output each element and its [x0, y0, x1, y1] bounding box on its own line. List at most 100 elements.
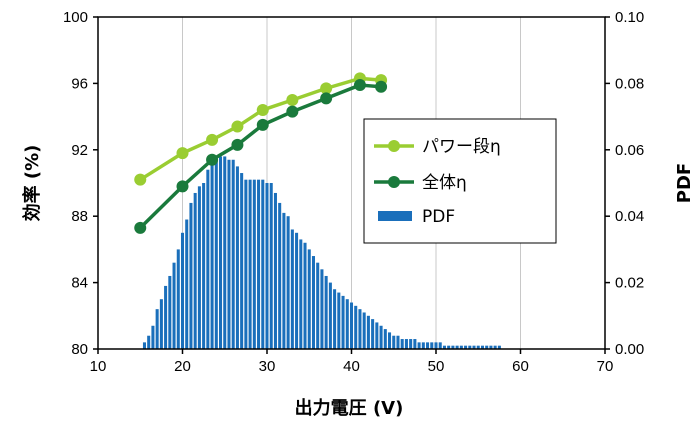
legend: パワー段η 全体η PDF — [364, 119, 556, 243]
pdf-bar — [151, 326, 154, 349]
series-point — [231, 139, 243, 151]
y-left-tick-label: 92 — [71, 142, 88, 159]
pdf-bar — [430, 342, 433, 349]
pdf-bar — [401, 339, 404, 349]
pdf-bar — [274, 193, 277, 349]
pdf-bar — [308, 249, 311, 349]
axes: 10 20 30 40 50 60 70 80 84 88 92 96 100 0.00 0.02 0.04 0… — [63, 9, 644, 375]
pdf-bar — [173, 263, 176, 349]
pdf-bar — [240, 173, 243, 349]
pdf-bar — [304, 243, 307, 349]
series-point — [231, 121, 243, 133]
pdf-bar — [215, 156, 218, 349]
series-point — [206, 134, 218, 146]
pdf-bar — [265, 183, 268, 349]
x-axis-title: 出力電圧 (V) — [295, 397, 404, 419]
pdf-bar — [181, 233, 184, 349]
x-tick-label: 10 — [90, 358, 107, 375]
x-tick-label: 40 — [343, 358, 360, 375]
pdf-bar — [371, 319, 374, 349]
pdf-bar — [291, 229, 294, 349]
pdf-bar — [358, 309, 361, 349]
pdf-bar — [418, 342, 421, 349]
legend-swatch-marker — [388, 140, 400, 152]
y-right-tick-label: 0.06 — [615, 142, 644, 159]
pdf-bar — [329, 283, 332, 349]
pdf-bar — [236, 166, 239, 349]
pdf-bar — [342, 296, 345, 349]
pdf-bar — [202, 183, 205, 349]
pdf-bar — [388, 332, 391, 349]
pdf-bar — [227, 160, 230, 349]
y-right-tick-label: 0.04 — [615, 208, 644, 225]
pdf-bar — [434, 342, 437, 349]
pdf-bar — [211, 160, 214, 349]
pdf-bar — [346, 299, 349, 349]
pdf-bar — [439, 342, 442, 349]
x-tick-label: 50 — [428, 358, 445, 375]
pdf-bar — [299, 239, 302, 349]
pdf-bar — [325, 276, 328, 349]
pdf-bar — [278, 203, 281, 349]
series-point — [286, 106, 298, 118]
legend-label: 全体η — [422, 173, 467, 193]
series-point — [177, 147, 189, 159]
y-right-tick-label: 0.02 — [615, 275, 644, 292]
y-left-tick-label: 84 — [71, 275, 88, 292]
pdf-bar — [295, 233, 298, 349]
pdf-bar — [232, 160, 235, 349]
pdf-bar — [282, 213, 285, 349]
pdf-bar — [198, 186, 201, 349]
pdf-bar — [380, 326, 383, 349]
pdf-bar — [143, 342, 146, 349]
series-point — [206, 154, 218, 166]
pdf-bar — [422, 342, 425, 349]
pdf-bar — [320, 269, 323, 349]
legend-label: PDF — [422, 207, 455, 227]
pdf-bar — [223, 156, 226, 349]
pdf-bar — [253, 180, 256, 349]
legend-label: パワー段η — [422, 137, 501, 157]
y-right-tick-label: 0.08 — [615, 75, 644, 92]
pdf-bar — [354, 306, 357, 349]
pdf-bar — [177, 249, 180, 349]
pdf-bar — [405, 339, 408, 349]
series-point — [320, 92, 332, 104]
series-point — [257, 119, 269, 131]
x-tick-label: 20 — [174, 358, 191, 375]
series-point — [286, 94, 298, 106]
pdf-bar — [287, 216, 290, 349]
pdf-bar — [413, 339, 416, 349]
y-left-tick-label: 100 — [63, 9, 88, 26]
pdf-bar — [426, 342, 429, 349]
pdf-bar — [156, 309, 159, 349]
pdf-bar — [244, 180, 247, 349]
pdf-bar — [270, 183, 273, 349]
pdf-bar — [316, 263, 319, 349]
pdf-bar — [185, 220, 188, 349]
pdf-bar — [249, 180, 252, 349]
series-point — [177, 180, 189, 192]
pdf-bar — [375, 322, 378, 349]
pdf-bar — [367, 316, 370, 349]
pdf-bar — [409, 339, 412, 349]
x-tick-label: 60 — [512, 358, 529, 375]
legend-swatch-bar — [378, 211, 412, 221]
efficiency-lines — [134, 72, 387, 233]
series-point — [375, 81, 387, 93]
y-left-tick-label: 88 — [71, 208, 88, 225]
pdf-bar — [384, 329, 387, 349]
pdf-bar — [363, 312, 366, 349]
pdf-bar — [160, 299, 163, 349]
y-left-tick-label: 80 — [71, 341, 88, 358]
series-point — [354, 79, 366, 91]
y-axis-right-title: PDF — [674, 163, 695, 203]
pdf-bar — [219, 156, 222, 349]
y-axis-left-title: 効率 (%) — [21, 145, 43, 222]
y-right-tick-label: 0.00 — [615, 341, 644, 358]
y-right-tick-label: 0.10 — [615, 9, 644, 26]
pdf-bar — [164, 286, 167, 349]
pdf-bar — [168, 276, 171, 349]
